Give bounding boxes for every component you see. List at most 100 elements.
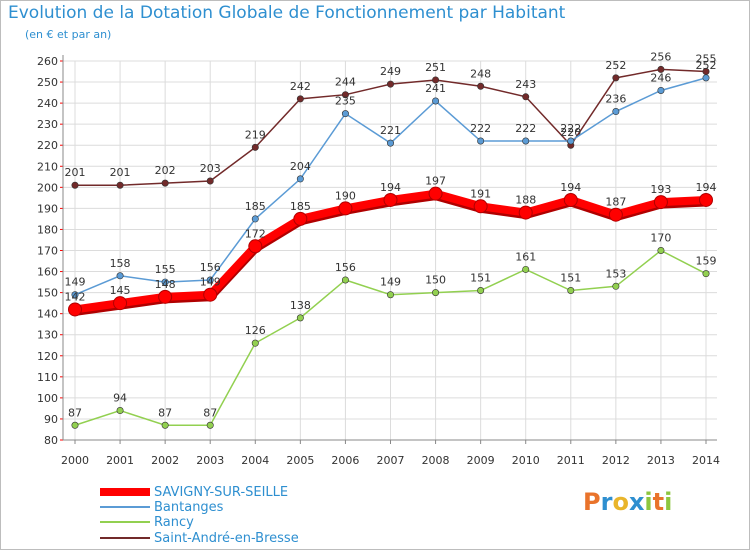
data-point [477,287,485,295]
data-label: 193 [650,183,671,196]
data-point [341,91,349,99]
data-label: 194 [560,181,581,194]
data-point [432,76,440,84]
y-tick-label: 180 [37,223,58,236]
data-label: 87 [158,406,172,419]
data-point [71,421,79,429]
logo-letter: t [652,488,665,516]
data-label: 151 [470,272,491,285]
data-label: 170 [650,232,671,245]
y-tick-label: 100 [37,392,58,405]
data-point [386,80,394,88]
data-point [158,289,173,304]
data-label: 244 [335,76,356,89]
data-label: 243 [515,78,536,91]
data-point [71,181,79,189]
data-label: 185 [290,200,311,213]
x-tick-label: 2009 [467,454,495,467]
data-point [522,265,530,273]
y-tick-label: 160 [37,266,58,279]
data-label: 188 [515,194,536,207]
data-label: 148 [155,278,176,291]
chart-subtitle: (en € et par an) [25,28,112,41]
data-point [522,137,530,145]
data-point [518,205,533,220]
data-label: 252 [605,59,626,72]
data-label: 155 [155,263,176,276]
data-point [612,282,620,290]
data-label: 201 [65,166,86,179]
data-point [71,291,79,299]
y-tick-label: 170 [37,245,58,258]
data-point [341,276,349,284]
y-tick-label: 190 [37,202,58,215]
legend-label-saint-andre: Saint-André-en-Bresse [154,530,299,546]
data-label: 236 [605,93,626,106]
data-label: 158 [110,257,131,270]
x-tick-label: 2005 [286,454,314,467]
legend-swatch-savigny [100,488,150,496]
data-point [657,65,665,73]
x-tick-label: 2003 [196,454,224,467]
legend-swatch-bantanges [100,506,150,508]
legend-item-bantanges: Bantanges [100,499,223,515]
y-tick-label: 140 [37,308,58,321]
data-point [206,276,214,284]
data-label: 156 [200,261,221,274]
x-tick-label: 2004 [241,454,269,467]
data-point [161,278,169,286]
data-point [657,247,665,255]
x-tick-label: 2001 [106,454,134,467]
data-point [68,302,82,317]
y-tick-label: 130 [37,329,58,342]
x-tick-label: 2011 [557,454,585,467]
data-point [477,137,485,145]
data-point [251,143,259,151]
proxiti-logo: Proxiti [583,488,672,516]
legend-label-rancy: Rancy [154,514,194,530]
data-label: 151 [560,272,581,285]
x-tick-label: 2007 [377,454,405,467]
data-label: 126 [245,324,266,337]
data-point [116,407,124,415]
y-tick-label: 150 [37,287,58,300]
legend-item-savigny: SAVIGNY-SUR-SEILLE [100,484,288,500]
data-point [477,82,485,90]
data-label: 191 [470,187,491,200]
data-label: 197 [425,175,446,188]
data-point [522,93,530,101]
data-point [608,207,623,222]
x-tick-label: 2002 [151,454,179,467]
data-label: 145 [110,284,131,297]
data-label: 249 [380,65,401,78]
data-label: 219 [245,128,266,141]
data-label: 248 [470,67,491,80]
x-tick-label: 2013 [647,454,675,467]
x-tick-label: 2012 [602,454,630,467]
data-label: 149 [65,276,86,289]
data-point [203,287,218,302]
data-point [702,74,710,82]
data-label: 222 [515,122,536,135]
data-point [338,201,353,216]
data-label: 149 [200,276,221,289]
x-tick-label: 2008 [422,454,450,467]
x-tick-label: 2010 [512,454,540,467]
logo-letter: o [612,488,629,516]
x-tick-label: 2000 [61,454,89,467]
data-point [161,179,169,187]
data-point [383,192,398,207]
y-tick-label: 110 [37,371,58,384]
data-label: 187 [605,196,626,209]
data-label: 242 [290,80,311,93]
y-tick-label: 250 [37,76,58,89]
y-tick-label: 200 [37,181,58,194]
data-point [428,186,443,201]
data-label: 172 [245,227,266,240]
data-label: 194 [380,181,401,194]
data-label: 138 [290,299,311,312]
data-point [386,139,394,147]
y-tick-label: 240 [37,97,58,110]
data-label: 94 [113,392,127,405]
data-label: 241 [425,82,446,95]
